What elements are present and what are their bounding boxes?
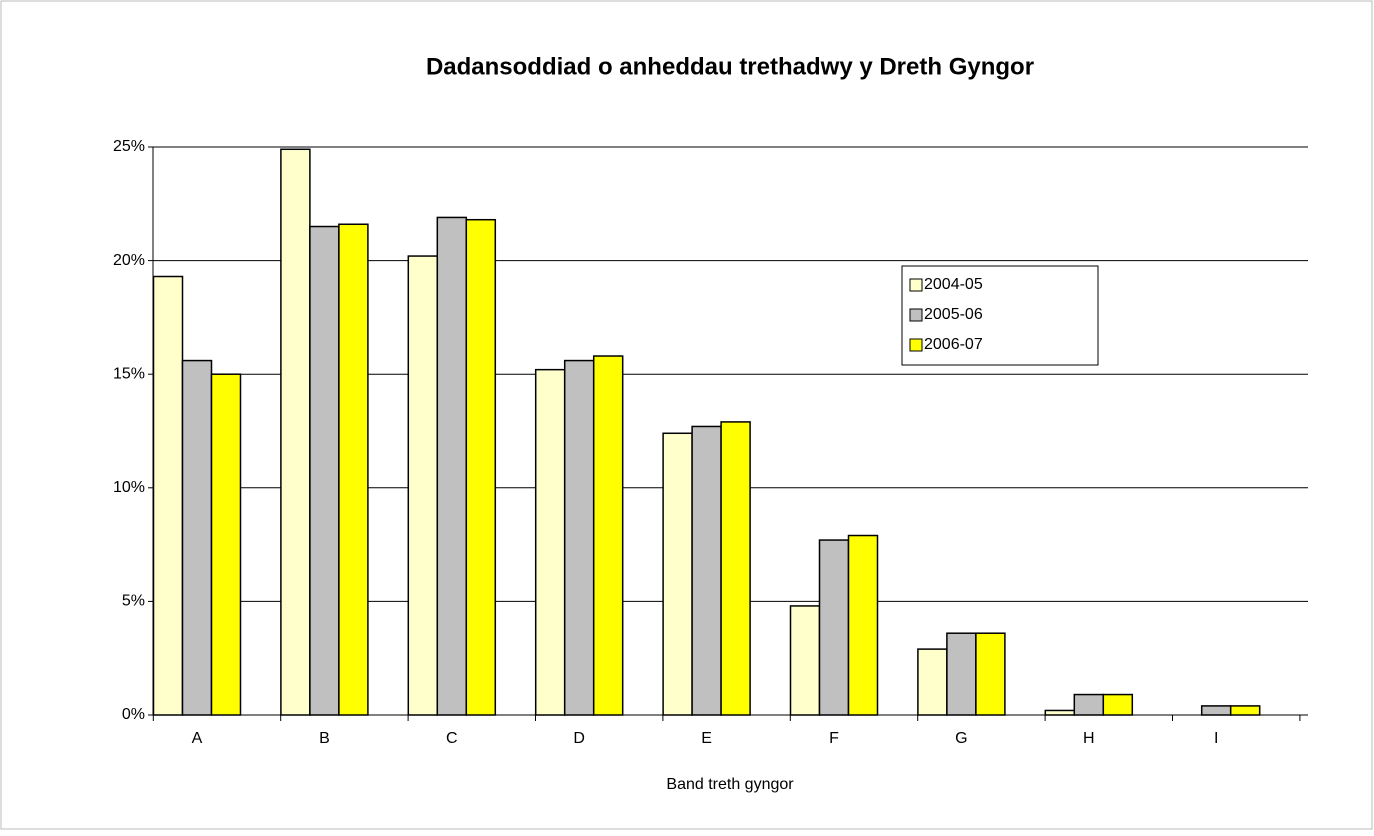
x-tick-label: B — [319, 730, 330, 747]
bar — [975, 632, 1006, 716]
x-axis-label: Band treth gyngor — [666, 776, 794, 793]
bar — [210, 373, 242, 716]
bar — [917, 648, 948, 716]
x-tick-label: E — [701, 730, 712, 747]
bar — [818, 539, 850, 716]
y-tick-label: 10% — [113, 479, 145, 496]
legend-swatch — [909, 308, 923, 322]
bar — [1200, 705, 1232, 716]
legend-box — [901, 265, 1099, 366]
x-tick-label: C — [446, 730, 458, 747]
x-tick-label: I — [1214, 730, 1218, 747]
x-tick-label: F — [829, 730, 839, 747]
bar — [181, 359, 213, 716]
y-tick-label: 15% — [113, 365, 145, 382]
y-tick-label: 0% — [122, 706, 145, 723]
bar — [1229, 705, 1261, 716]
bar — [152, 275, 184, 716]
bar — [436, 216, 468, 716]
chart-title: Dadansoddiad o anheddau trethadwy y Dret… — [426, 53, 1034, 80]
bar — [280, 148, 311, 716]
bar — [563, 359, 595, 716]
x-tick-label: D — [573, 730, 585, 747]
bar — [662, 432, 693, 716]
x-tick-label: A — [192, 730, 203, 747]
legend-label: 2006-07 — [924, 336, 983, 353]
bar — [338, 223, 369, 716]
y-tick-label: 20% — [113, 252, 145, 269]
legend-label: 2005-06 — [924, 306, 983, 323]
bar — [1044, 709, 1076, 716]
bar — [847, 534, 879, 716]
bar — [465, 218, 497, 716]
x-tick-label: G — [955, 730, 967, 747]
y-tick-label: 5% — [122, 593, 145, 610]
bar — [691, 425, 722, 716]
bar — [309, 225, 340, 716]
bar — [1102, 693, 1134, 716]
bar — [592, 355, 624, 716]
y-tick-label: 25% — [113, 138, 145, 155]
bar — [789, 605, 821, 716]
bar — [946, 632, 977, 716]
bar — [720, 421, 751, 716]
bar — [1073, 693, 1105, 716]
x-tick-label: H — [1083, 730, 1095, 747]
legend-swatch — [909, 278, 923, 292]
legend-swatch — [909, 338, 923, 352]
legend-label: 2004-05 — [924, 276, 983, 293]
bar — [534, 368, 566, 716]
bar — [407, 255, 439, 716]
